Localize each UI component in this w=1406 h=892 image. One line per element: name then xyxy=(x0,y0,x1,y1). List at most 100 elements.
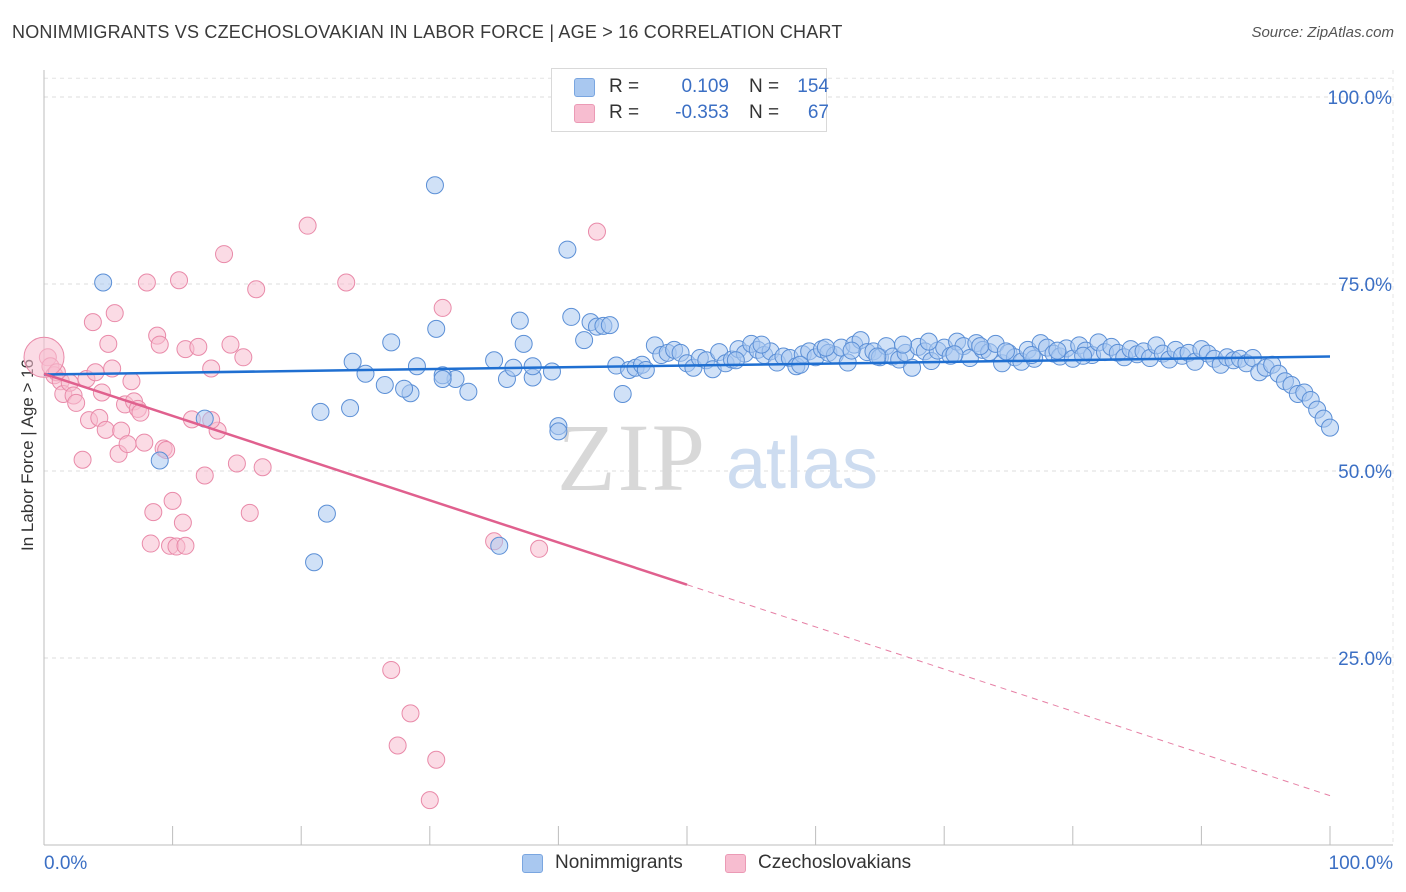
nonimmigrants-point xyxy=(1321,418,1339,437)
czechoslovakians-point xyxy=(118,435,137,454)
correlation-legend: R = 0.109 N = 154 R = -0.353 N = 67 xyxy=(551,68,829,132)
legend-row-nonimmigrants: R = 0.109 N = 154 xyxy=(574,74,829,100)
nonimmigrants-point xyxy=(510,311,529,330)
legend-r-label: R = xyxy=(609,102,640,123)
nonimmigrants-point xyxy=(542,362,561,381)
nonimmigrants-point xyxy=(816,338,835,357)
nonimmigrants-point xyxy=(868,347,887,366)
czechoslovakians-point xyxy=(170,271,189,290)
nonimmigrants-point xyxy=(407,357,426,376)
nonimmigrants-point xyxy=(1074,346,1093,365)
nonimmigrants-point xyxy=(636,361,655,380)
czechoslovakians-point xyxy=(189,337,208,356)
nonimmigrants-point xyxy=(919,332,938,351)
czechoslovakians-point xyxy=(240,503,259,522)
czechoslovakians-point xyxy=(86,363,105,382)
legend-n-value: 67 xyxy=(807,102,829,123)
nonimmigrants-point xyxy=(317,504,336,523)
czechoslovakians-point xyxy=(420,791,439,810)
nonimmigrants-point xyxy=(305,553,324,572)
nonimmigrants-point xyxy=(433,369,452,388)
czechoslovakians-point xyxy=(150,335,169,354)
nonimmigrants-point xyxy=(575,331,594,350)
trend-lines xyxy=(43,355,1331,797)
nonimmigrants-point xyxy=(752,335,771,354)
czechoslovakians-point xyxy=(587,222,606,241)
nonimmigrants-point xyxy=(459,382,478,401)
czechoslovakians-point xyxy=(137,273,156,292)
nonimmigrants-point xyxy=(382,333,401,352)
y-tick-label: 50.0% xyxy=(1338,462,1392,483)
nonimmigrants-point xyxy=(558,240,577,259)
chart-title: NONIMMIGRANTS VS CZECHOSLOVAKIAN IN LABO… xyxy=(12,22,843,42)
czechoslovakians-point xyxy=(122,372,141,391)
nonimmigrants-point xyxy=(94,273,113,292)
nonimmigrants-point xyxy=(341,399,360,418)
nonimmigrants-point xyxy=(523,357,542,376)
nonimmigrants-point xyxy=(613,384,632,403)
x-tick-label: 0.0% xyxy=(44,853,87,874)
czechoslovakians-point xyxy=(202,359,221,378)
czechoslovakians-point xyxy=(144,503,163,522)
nonimmigrants-point xyxy=(311,402,330,421)
czechoslovakians-point xyxy=(215,245,234,264)
czechoslovakians-point xyxy=(227,454,246,473)
czechoslovakians-point xyxy=(388,736,407,755)
nonimmigrants-point xyxy=(425,176,444,195)
czechoslovakians-point xyxy=(530,539,549,558)
czechoslovakians-point xyxy=(23,336,65,378)
axes xyxy=(43,70,1393,846)
nonimmigrants-trend-line xyxy=(43,355,1331,376)
czechoslovakians-point xyxy=(234,348,253,367)
czechoslovakians-point xyxy=(99,334,118,353)
czechoslovakians-trend-line xyxy=(43,372,688,586)
czechoslovakians-point xyxy=(83,313,102,332)
y-tick-label: 100.0% xyxy=(1328,88,1393,109)
nonimmigrants-point xyxy=(395,379,414,398)
nonimmigrants-point xyxy=(945,345,964,364)
czechoslovakians-point xyxy=(382,660,401,679)
czechoslovakians-point xyxy=(105,304,124,323)
source-label: Source: ZipAtlas.com xyxy=(1251,24,1394,41)
series-legend: Nonimmigrants Czechoslovakians xyxy=(0,852,1406,876)
czechoslovakians-point xyxy=(173,513,192,532)
czechoslovakians-trend-extension xyxy=(686,584,1331,797)
czechoslovakians-points xyxy=(23,216,606,810)
tick-labels: 25.0% 50.0% 75.0% 100.0% 0.0% 100.0% xyxy=(44,88,1393,874)
nonimmigrants-point xyxy=(842,341,861,360)
czechoslovakians-point xyxy=(401,704,420,723)
legend-r-value: -0.353 xyxy=(675,102,729,123)
legend-n-label: N = xyxy=(749,102,780,123)
series-swatch-blue xyxy=(522,853,543,873)
czechoslovakians-point xyxy=(163,491,182,510)
y-tick-label: 75.0% xyxy=(1338,275,1392,296)
nonimmigrants-point xyxy=(562,307,581,326)
nonimmigrants-point xyxy=(726,351,745,370)
nonimmigrants-point xyxy=(356,364,375,383)
czechoslovakians-point xyxy=(253,458,272,477)
czechoslovakians-point xyxy=(298,216,317,235)
nonimmigrants-point xyxy=(150,451,169,470)
watermark-zip: ZIP xyxy=(557,404,707,511)
czechoslovakians-point xyxy=(247,280,266,299)
series-legend-nonimmigrants: Nonimmigrants xyxy=(522,852,683,874)
series-name-nonimmigrants: Nonimmigrants xyxy=(555,852,683,873)
czechoslovakians-point xyxy=(176,536,195,555)
watermark-atlas: atlas xyxy=(726,424,878,504)
legend-r-label: R = xyxy=(609,76,640,97)
nonimmigrants-point xyxy=(894,335,913,354)
legend-r-value: 0.109 xyxy=(681,76,729,97)
legend-n-value: 154 xyxy=(797,76,829,97)
czechoslovakians-point xyxy=(337,273,356,292)
czechoslovakians-point xyxy=(427,750,446,769)
legend-n-label: N = xyxy=(749,76,780,97)
czechoslovakians-point xyxy=(433,298,452,317)
series-name-czechoslovakians: Czechoslovakians xyxy=(758,852,912,873)
y-tick-label: 25.0% xyxy=(1338,649,1392,670)
czechoslovakians-point xyxy=(195,466,214,485)
nonimmigrants-point xyxy=(514,334,533,353)
nonimmigrants-point xyxy=(343,352,362,371)
czechoslovakians-point xyxy=(221,335,240,354)
nonimmigrants-point xyxy=(996,342,1015,361)
nonimmigrants-points xyxy=(94,176,1339,572)
